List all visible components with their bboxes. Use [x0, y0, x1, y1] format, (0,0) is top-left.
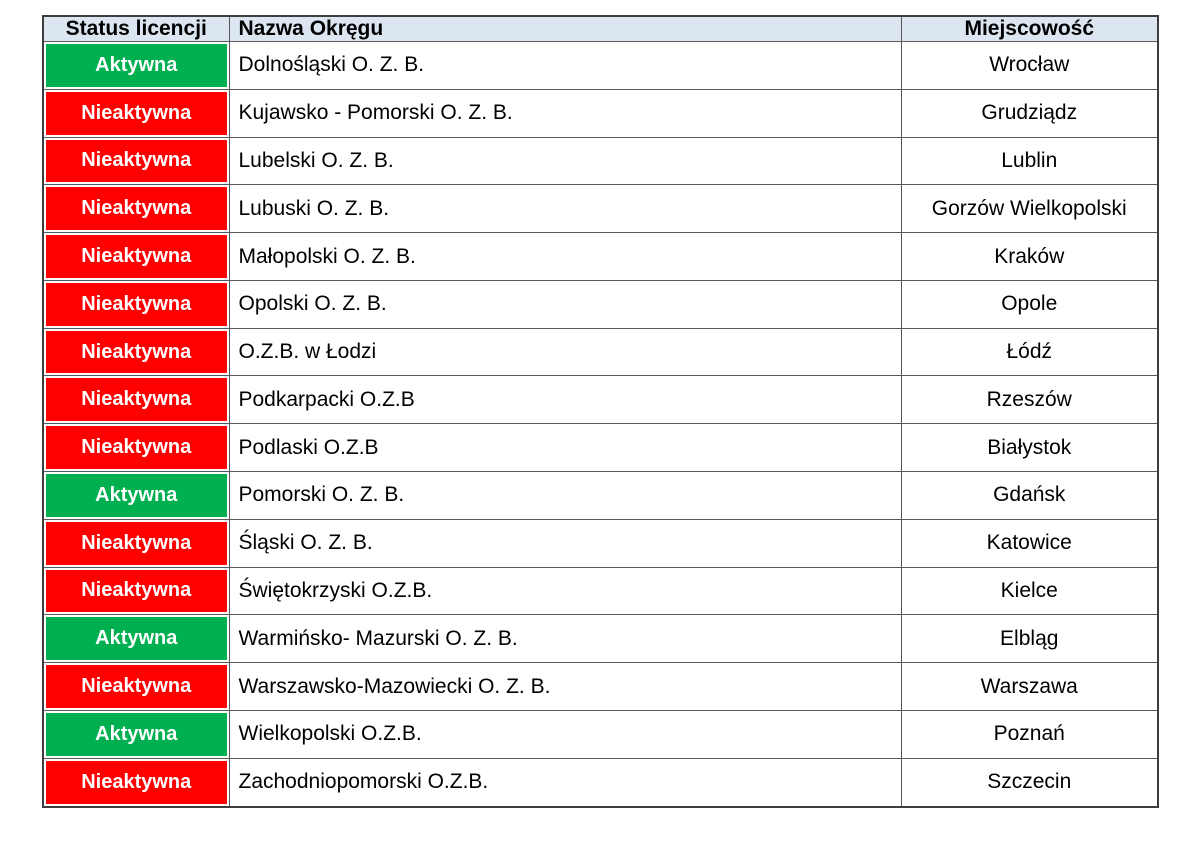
status-badge: Nieaktywna: [42, 375, 230, 425]
status-badge: Nieaktywna: [42, 423, 230, 473]
table-row: Nieaktywna Podlaski O.Z.B Białystok: [42, 423, 1159, 473]
city-name: Katowice: [900, 518, 1159, 568]
table-row: Nieaktywna O.Z.B. w Łodzi Łódź: [42, 327, 1159, 377]
district-name: Dolnośląski O. Z. B.: [228, 41, 902, 90]
city-name: Szczecin: [900, 757, 1159, 808]
table-row: Aktywna Pomorski O. Z. B. Gdańsk: [42, 471, 1159, 520]
table-body: Aktywna Dolnośląski O. Z. B. Wrocław Nie…: [42, 41, 1159, 808]
city-name: Gorzów Wielkopolski: [900, 184, 1159, 234]
city-name: Grudziądz: [900, 88, 1159, 138]
table-row: Nieaktywna Świętokrzyski O.Z.B. Kielce: [42, 566, 1159, 616]
district-name: O.Z.B. w Łodzi: [228, 327, 902, 377]
status-badge: Nieaktywna: [42, 566, 230, 616]
table-row: Aktywna Warmińsko- Mazurski O. Z. B. Elb…: [42, 614, 1159, 664]
table-row: Nieaktywna Śląski O. Z. B. Katowice: [42, 518, 1159, 568]
status-badge: Nieaktywna: [42, 279, 230, 329]
status-badge: Nieaktywna: [42, 757, 230, 808]
table-row: Aktywna Dolnośląski O. Z. B. Wrocław: [42, 41, 1159, 90]
status-badge: Nieaktywna: [42, 662, 230, 711]
table-row: Nieaktywna Lubuski O. Z. B. Gorzów Wielk…: [42, 184, 1159, 234]
city-name: Białystok: [900, 423, 1159, 473]
status-badge: Nieaktywna: [42, 232, 230, 281]
header-miejscowosc: Miejscowość: [900, 15, 1159, 42]
city-name: Kielce: [900, 566, 1159, 616]
city-name: Wrocław: [900, 41, 1159, 90]
district-name: Kujawsko - Pomorski O. Z. B.: [228, 88, 902, 138]
table-row: Nieaktywna Kujawsko - Pomorski O. Z. B. …: [42, 88, 1159, 138]
status-badge: Aktywna: [42, 614, 230, 664]
status-badge: Aktywna: [42, 41, 230, 90]
district-name: Podlaski O.Z.B: [228, 423, 902, 473]
district-name: Warszawsko-Mazowiecki O. Z. B.: [228, 662, 902, 711]
status-badge: Nieaktywna: [42, 327, 230, 377]
district-name: Małopolski O. Z. B.: [228, 232, 902, 281]
city-name: Kraków: [900, 232, 1159, 281]
license-status-table: Status licencji Nazwa Okręgu Miejscowość…: [42, 15, 1159, 808]
table-row: Nieaktywna Małopolski O. Z. B. Kraków: [42, 232, 1159, 281]
city-name: Opole: [900, 279, 1159, 329]
district-name: Pomorski O. Z. B.: [228, 471, 902, 520]
district-name: Podkarpacki O.Z.B: [228, 375, 902, 425]
district-name: Zachodniopomorski O.Z.B.: [228, 757, 902, 808]
header-status-licencji: Status licencji: [42, 15, 230, 42]
district-name: Lubelski O. Z. B.: [228, 136, 902, 186]
city-name: Warszawa: [900, 662, 1159, 711]
district-name: Wielkopolski O.Z.B.: [228, 709, 902, 759]
status-badge: Aktywna: [42, 471, 230, 520]
table-row: Nieaktywna Warszawsko-Mazowiecki O. Z. B…: [42, 662, 1159, 711]
city-name: Lublin: [900, 136, 1159, 186]
header-row: Status licencji Nazwa Okręgu Miejscowość: [42, 15, 1159, 42]
district-name: Warmińsko- Mazurski O. Z. B.: [228, 614, 902, 664]
table-row: Nieaktywna Zachodniopomorski O.Z.B. Szcz…: [42, 757, 1159, 808]
city-name: Gdańsk: [900, 471, 1159, 520]
status-badge: Nieaktywna: [42, 88, 230, 138]
city-name: Poznań: [900, 709, 1159, 759]
city-name: Elbląg: [900, 614, 1159, 664]
status-badge: Nieaktywna: [42, 136, 230, 186]
status-badge: Nieaktywna: [42, 184, 230, 234]
status-badge: Nieaktywna: [42, 518, 230, 568]
table-row: Aktywna Wielkopolski O.Z.B. Poznań: [42, 709, 1159, 759]
district-name: Opolski O. Z. B.: [228, 279, 902, 329]
city-name: Łódź: [900, 327, 1159, 377]
district-name: Lubuski O. Z. B.: [228, 184, 902, 234]
table-row: Nieaktywna Opolski O. Z. B. Opole: [42, 279, 1159, 329]
city-name: Rzeszów: [900, 375, 1159, 425]
status-badge: Aktywna: [42, 709, 230, 759]
table-row: Nieaktywna Podkarpacki O.Z.B Rzeszów: [42, 375, 1159, 425]
district-name: Świętokrzyski O.Z.B.: [228, 566, 902, 616]
header-nazwa-okregu: Nazwa Okręgu: [228, 15, 902, 42]
district-name: Śląski O. Z. B.: [228, 518, 902, 568]
table-row: Nieaktywna Lubelski O. Z. B. Lublin: [42, 136, 1159, 186]
